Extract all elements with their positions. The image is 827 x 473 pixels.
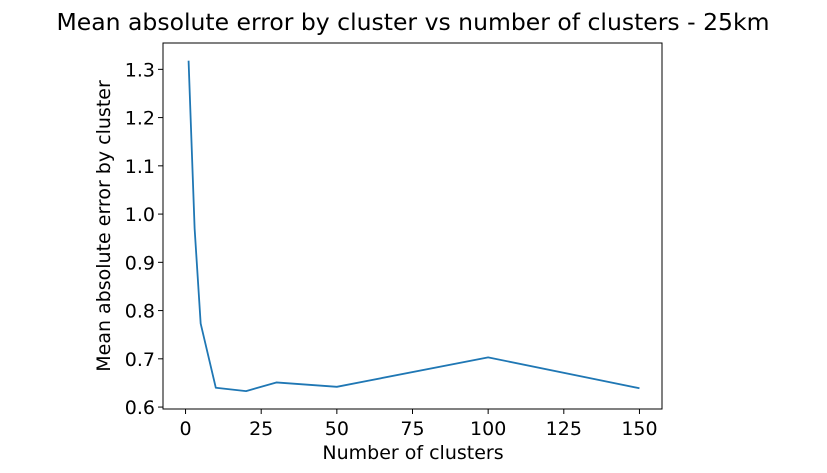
y-tick-label: 1.0 xyxy=(125,204,155,226)
x-tick-label: 125 xyxy=(546,418,582,440)
y-tick-label: 0.6 xyxy=(125,397,155,419)
x-tick-label: 0 xyxy=(179,418,191,440)
x-tick-label: 100 xyxy=(470,418,506,440)
x-tick-label: 25 xyxy=(249,418,273,440)
series-line xyxy=(187,60,640,393)
x-axis-label: Number of clusters xyxy=(322,442,503,464)
x-tick-label: 150 xyxy=(621,418,657,440)
y-tick-label: 1.3 xyxy=(125,59,155,81)
series-layer xyxy=(187,60,640,393)
y-tick-label: 0.7 xyxy=(125,349,155,371)
y-axis-label: Mean absolute error by cluster xyxy=(93,80,115,372)
x-tick-label: 75 xyxy=(400,418,424,440)
y-tick-label: 0.8 xyxy=(125,301,155,323)
x-tick-label: 50 xyxy=(325,418,349,440)
y-tick-label: 0.9 xyxy=(125,252,155,274)
plot-area-frame xyxy=(162,42,663,410)
chart-title: Mean absolute error by cluster vs number… xyxy=(57,8,770,36)
y-axis: 0.6 0.7 0.8 0.9 1.0 1.1 1.2 1.3 xyxy=(125,59,163,419)
y-tick-label: 1.2 xyxy=(125,108,155,130)
x-axis: 0 25 50 75 100 125 150 xyxy=(179,409,658,440)
y-tick-label: 1.1 xyxy=(125,156,155,178)
